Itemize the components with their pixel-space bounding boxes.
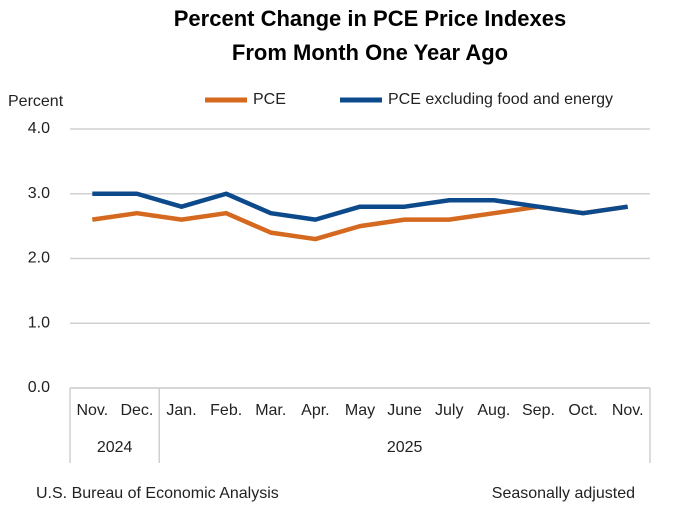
x-tick-label: July	[435, 402, 463, 419]
x-tick-label: Apr.	[301, 402, 329, 419]
y-axis-label: Percent	[8, 93, 64, 110]
x-tick-label: June	[387, 402, 422, 419]
y-tick-label: 3.0	[28, 185, 50, 202]
x-tick-label: Nov.	[612, 402, 644, 419]
x-tick-label: May	[345, 402, 375, 419]
series-line	[92, 191, 629, 222]
y-tick-label: 2.0	[28, 250, 50, 267]
x-tick-label: Mar.	[255, 402, 286, 419]
y-tick-label: 1.0	[28, 314, 50, 331]
x-tick-label: Aug.	[477, 402, 510, 419]
x-tick-label: Sep.	[522, 402, 555, 419]
x-tick-label: Nov.	[76, 402, 108, 419]
x-tick-label: Jan.	[166, 402, 196, 419]
y-tick-label: 4.0	[28, 120, 50, 137]
y-tick-label: 0.0	[28, 379, 50, 396]
chart-title: Percent Change in PCE Price Indexes	[174, 6, 566, 31]
series-line	[91, 204, 629, 242]
year-label: 2024	[97, 439, 133, 456]
year-label: 2025	[387, 439, 423, 456]
chart-title: From Month One Year Ago	[232, 40, 508, 65]
source: U.S. Bureau of Economic Analysis	[36, 485, 279, 502]
x-tick-label: Feb.	[210, 402, 242, 419]
x-tick-label: Dec.	[120, 402, 153, 419]
legend-label: PCE	[253, 91, 286, 108]
x-tick-label: Oct.	[568, 402, 597, 419]
legend-label: PCE excluding food and energy	[388, 91, 613, 108]
note: Seasonally adjusted	[492, 485, 635, 502]
